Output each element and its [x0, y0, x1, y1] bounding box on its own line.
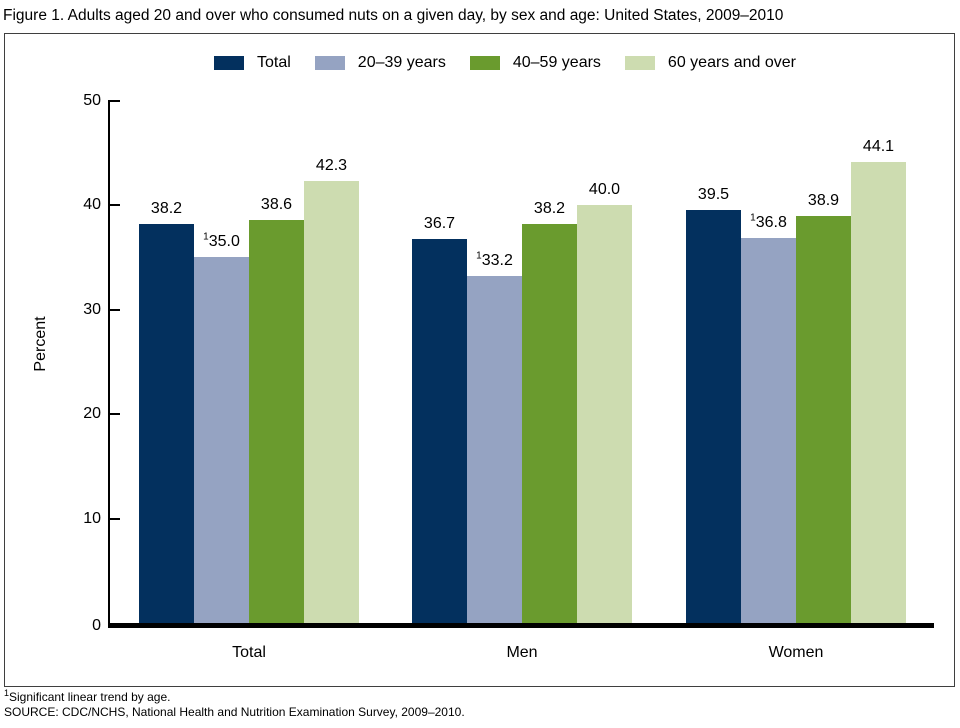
footnotes: 1Significant linear trend by age. SOURCE:… [4, 688, 465, 720]
bar [304, 181, 359, 623]
legend-item: 60 years and over [624, 54, 796, 72]
bar [851, 162, 906, 623]
legend-item: 20–39 years [314, 54, 446, 72]
y-axis-tick-label: 10 [83, 509, 101, 527]
bar-value-label: 38.2 [150, 200, 183, 217]
x-axis-category-label: Total [232, 644, 266, 661]
bar [412, 239, 467, 623]
bar [741, 238, 796, 623]
x-axis-line [108, 623, 934, 628]
legend-swatch-icon [469, 56, 500, 70]
bar-value-label: 135.0 [203, 231, 240, 250]
legend-item: 40–59 years [469, 54, 601, 72]
bar [577, 205, 632, 623]
bar [194, 257, 249, 623]
bar-value-label: 38.6 [260, 196, 293, 213]
legend-swatch-icon [214, 56, 244, 70]
bar-value-label: 38.9 [807, 192, 840, 209]
legend-label: 40–59 years [512, 54, 601, 71]
y-axis-tick-label: 40 [83, 196, 101, 213]
bar [522, 224, 577, 623]
bar-value-label: 44.1 [862, 138, 895, 155]
y-axis-tick-label: 20 [83, 405, 101, 422]
legend-swatch-icon [624, 56, 655, 70]
y-axis-tick-label: 0 [92, 616, 101, 634]
legend-label: Total [257, 54, 291, 71]
bar [139, 224, 194, 623]
y-axis-label: Percent [32, 316, 49, 372]
x-axis-category-label: Men [506, 644, 538, 661]
bar-value-label: 42.3 [315, 157, 348, 174]
bar [467, 276, 522, 623]
bar-value-label: 38.2 [533, 200, 566, 217]
figure-title: Figure 1. Adults aged 20 and over who co… [3, 7, 784, 24]
y-axis-tick-label: 50 [83, 91, 101, 109]
x-axis-category-label: Women [768, 644, 824, 661]
legend-swatch-icon [314, 56, 345, 70]
bar-value-label: 133.2 [476, 250, 513, 269]
legend-item: Total [214, 54, 291, 72]
y-axis-tick-icon [110, 99, 120, 102]
y-axis-tick-icon [110, 308, 120, 311]
y-axis-tick-icon [110, 204, 120, 206]
footnote-line: SOURCE: CDC/NCHS, National Health and Nu… [4, 705, 465, 719]
bar [796, 216, 851, 623]
y-axis-tick-icon [110, 413, 120, 415]
bar-value-label: 136.8 [750, 212, 787, 231]
footnote-line: 1Significant linear trend by age. [4, 688, 171, 705]
legend-label: 60 years and over [667, 54, 796, 71]
legend: Total 20–39 years 40–59 years 60 years and … [214, 54, 796, 72]
bar-value-label: 39.5 [697, 186, 730, 203]
bar [249, 220, 304, 623]
y-axis-line [108, 100, 110, 628]
legend-label: 20–39 years [357, 54, 446, 71]
bar [686, 210, 741, 623]
y-axis-tick-label: 30 [83, 300, 101, 318]
y-axis-tick-icon [110, 517, 120, 520]
bar-value-label: 40.0 [588, 181, 621, 198]
bar-value-label: 36.7 [423, 215, 456, 232]
chart-frame: Total 20–39 years 40–59 years 60 years and … [4, 33, 955, 687]
